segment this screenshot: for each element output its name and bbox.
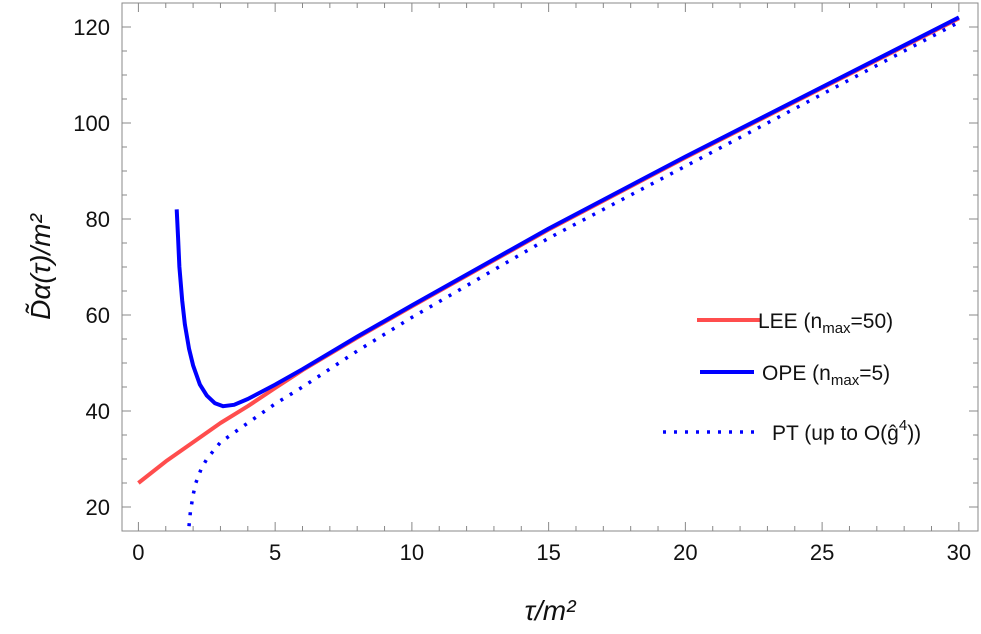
y-tick-label: 40	[86, 399, 110, 424]
x-tick-label: 0	[132, 540, 144, 565]
legend-label-sub: max	[822, 320, 851, 337]
y-tick-label: 60	[86, 303, 110, 328]
x-tick-label: 25	[810, 540, 834, 565]
legend-label-sup: 4	[899, 417, 907, 434]
y-axis-label: D̃α(τ)/m²	[25, 212, 56, 319]
legend-label: OPE (nmax=5)	[762, 362, 890, 389]
legend-label-end: =5)	[859, 362, 890, 385]
legend-label-end: ))	[907, 422, 921, 445]
y-tick-label: 20	[86, 495, 110, 520]
y-tick-label: 80	[86, 207, 110, 232]
legend-label-main: PT (up to O(ĝ	[772, 422, 899, 445]
legend-label-sub: max	[831, 372, 860, 389]
x-tick-label: 10	[400, 540, 424, 565]
plot-frame	[121, 2, 979, 532]
series-line-pt	[187, 20, 960, 527]
x-tick-label: 20	[673, 540, 697, 565]
y-tick-label: 100	[73, 111, 110, 136]
legend-label: LEE (nmax=50)	[758, 310, 893, 337]
x-tick-label: 15	[536, 540, 560, 565]
legend-label-main: OPE (n	[762, 362, 831, 385]
legend-label: PT (up to O(ĝ4))	[772, 417, 921, 445]
x-tick-label: 30	[947, 540, 971, 565]
y-tick-label: 120	[73, 15, 110, 40]
series-line-lee	[137, 16, 960, 485]
legend-label-end: =50)	[851, 310, 894, 333]
series-line-ope	[174, 15, 960, 409]
x-axis-label: τ/m²	[525, 595, 578, 626]
legend-label-main: LEE (n	[758, 310, 822, 333]
legend: LEE (nmax=50)OPE (nmax=5)PT (up to O(ĝ4)…	[663, 310, 921, 445]
x-tick-label: 5	[269, 540, 281, 565]
